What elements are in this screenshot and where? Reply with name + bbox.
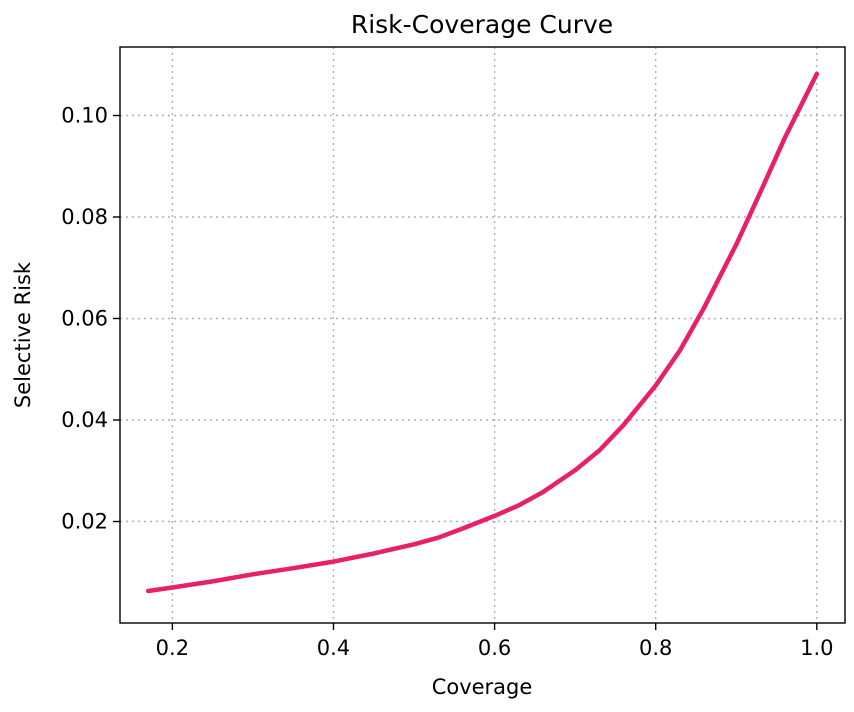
- y-axis-label: Selective Risk: [11, 261, 35, 408]
- grid: [120, 47, 845, 623]
- y-tick-label: 0.08: [61, 205, 108, 229]
- chart-title: Risk-Coverage Curve: [351, 10, 613, 39]
- x-tick-label: 1.0: [800, 636, 833, 660]
- x-axis-label: Coverage: [432, 675, 533, 699]
- y-tick-label: 0.10: [61, 104, 108, 128]
- y-tick-label: 0.06: [61, 307, 108, 331]
- x-tick-label: 0.6: [478, 636, 511, 660]
- x-tick-label: 0.4: [317, 636, 350, 660]
- axes-frame: [119, 46, 846, 624]
- y-tick-label: 0.04: [61, 408, 108, 432]
- x-axis: 0.2 0.4 0.6 0.8 1.0: [156, 623, 834, 660]
- y-tick-label: 0.02: [61, 510, 108, 534]
- plot-area: [145, 71, 820, 594]
- y-axis: 0.02 0.04 0.06 0.08 0.10: [61, 104, 120, 534]
- risk-coverage-line: [145, 71, 820, 594]
- x-tick-label: 0.2: [156, 636, 189, 660]
- x-tick-label: 0.8: [639, 636, 672, 660]
